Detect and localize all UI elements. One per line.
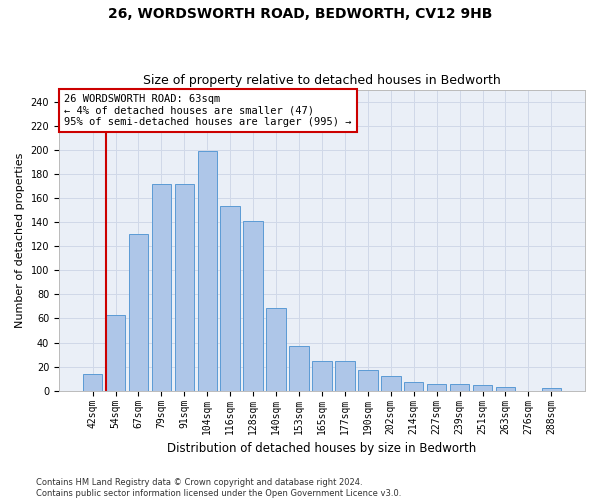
Bar xyxy=(496,387,515,391)
Bar xyxy=(542,388,561,391)
Bar xyxy=(197,151,217,391)
Bar xyxy=(358,370,377,391)
Bar xyxy=(473,385,492,391)
Bar xyxy=(450,384,469,391)
Bar xyxy=(244,221,263,391)
Bar xyxy=(427,384,446,391)
Bar xyxy=(128,234,148,391)
Bar xyxy=(312,360,332,391)
Bar xyxy=(106,315,125,391)
Y-axis label: Number of detached properties: Number of detached properties xyxy=(15,152,25,328)
Bar xyxy=(266,308,286,391)
Title: Size of property relative to detached houses in Bedworth: Size of property relative to detached ho… xyxy=(143,74,501,87)
Bar xyxy=(404,382,424,391)
Bar xyxy=(175,184,194,391)
Bar xyxy=(335,360,355,391)
Bar xyxy=(289,346,309,391)
Text: 26, WORDSWORTH ROAD, BEDWORTH, CV12 9HB: 26, WORDSWORTH ROAD, BEDWORTH, CV12 9HB xyxy=(108,8,492,22)
Bar xyxy=(381,376,401,391)
Bar xyxy=(83,374,103,391)
Text: Contains HM Land Registry data © Crown copyright and database right 2024.
Contai: Contains HM Land Registry data © Crown c… xyxy=(36,478,401,498)
Bar xyxy=(220,206,240,391)
Bar xyxy=(152,184,171,391)
X-axis label: Distribution of detached houses by size in Bedworth: Distribution of detached houses by size … xyxy=(167,442,476,455)
Text: 26 WORDSWORTH ROAD: 63sqm
← 4% of detached houses are smaller (47)
95% of semi-d: 26 WORDSWORTH ROAD: 63sqm ← 4% of detach… xyxy=(64,94,352,128)
